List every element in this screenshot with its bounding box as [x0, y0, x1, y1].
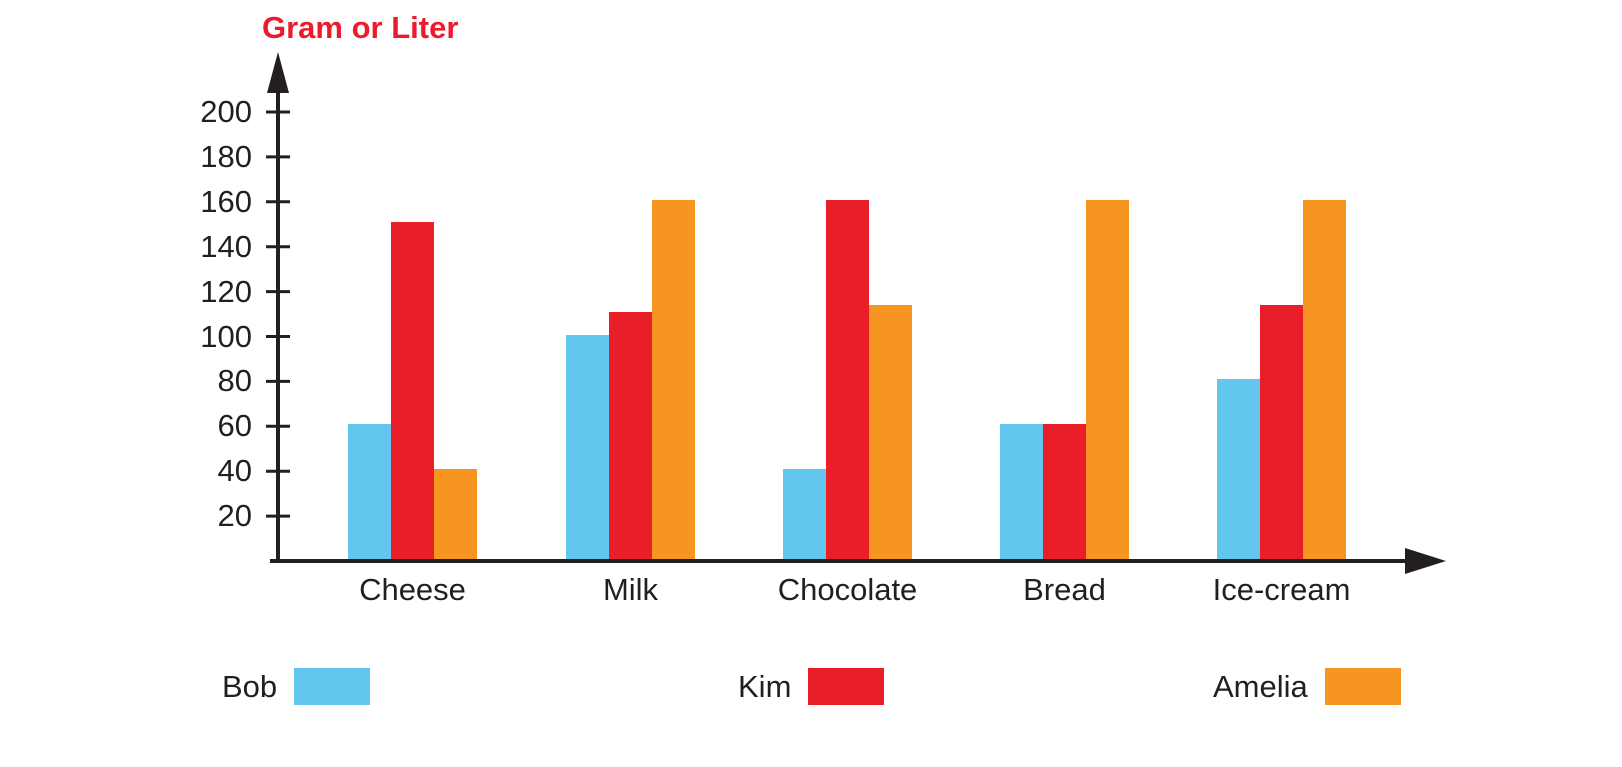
legend-swatch-kim	[808, 668, 885, 705]
y-tick-label: 40	[217, 453, 252, 489]
bar-bob-chocolate	[783, 469, 826, 559]
bar-amelia-milk	[652, 199, 695, 559]
bar-amelia-bread	[1086, 199, 1129, 559]
y-tick-label: 80	[217, 363, 252, 399]
category-label-cheese: Cheese	[359, 572, 466, 607]
bar-bob-cheese	[348, 424, 391, 559]
legend-swatch-bob	[294, 668, 371, 705]
bar-bob-bread	[1000, 424, 1043, 559]
x-axis-arrow-icon	[1405, 548, 1446, 574]
category-label-chocolate: Chocolate	[777, 572, 918, 607]
bar-amelia-chocolate	[869, 305, 912, 559]
y-tick-label: 200	[200, 94, 252, 129]
bar-kim-chocolate	[826, 199, 869, 559]
category-label-bread: Bread	[1023, 572, 1106, 607]
category-label-ice-cream: Ice-cream	[1212, 572, 1351, 607]
y-tick-label: 60	[217, 408, 252, 444]
legend-item-bob: Bob	[222, 668, 371, 705]
y-tick-label: 20	[217, 498, 252, 534]
chart-title: Gram or Liter	[262, 10, 459, 45]
y-axis-arrow-icon	[267, 52, 289, 93]
bar-bob-milk	[566, 334, 609, 559]
bar-kim-ice-cream	[1260, 305, 1303, 559]
legend-item-amelia: Amelia	[1213, 668, 1401, 705]
y-tick-label: 100	[200, 318, 252, 354]
bar-kim-cheese	[391, 222, 434, 559]
bar-amelia-cheese	[434, 469, 477, 559]
legend-label-amelia: Amelia	[1213, 668, 1308, 704]
bar-amelia-ice-cream	[1303, 199, 1346, 559]
category-label-milk: Milk	[602, 572, 659, 607]
legend-item-kim: Kim	[738, 668, 885, 705]
y-tick-label: 160	[200, 183, 252, 219]
bar-bob-ice-cream	[1217, 379, 1260, 559]
legend-label-bob: Bob	[222, 668, 278, 704]
y-tick-label: 180	[200, 138, 252, 174]
bar-kim-bread	[1043, 424, 1086, 559]
bar-kim-milk	[609, 312, 652, 559]
y-axis-tick-marks	[266, 110, 290, 518]
legend-swatch-amelia	[1324, 668, 1401, 705]
y-tick-label: 120	[200, 273, 252, 309]
legend-label-kim: Kim	[738, 668, 792, 704]
y-tick-label: 140	[200, 228, 252, 264]
